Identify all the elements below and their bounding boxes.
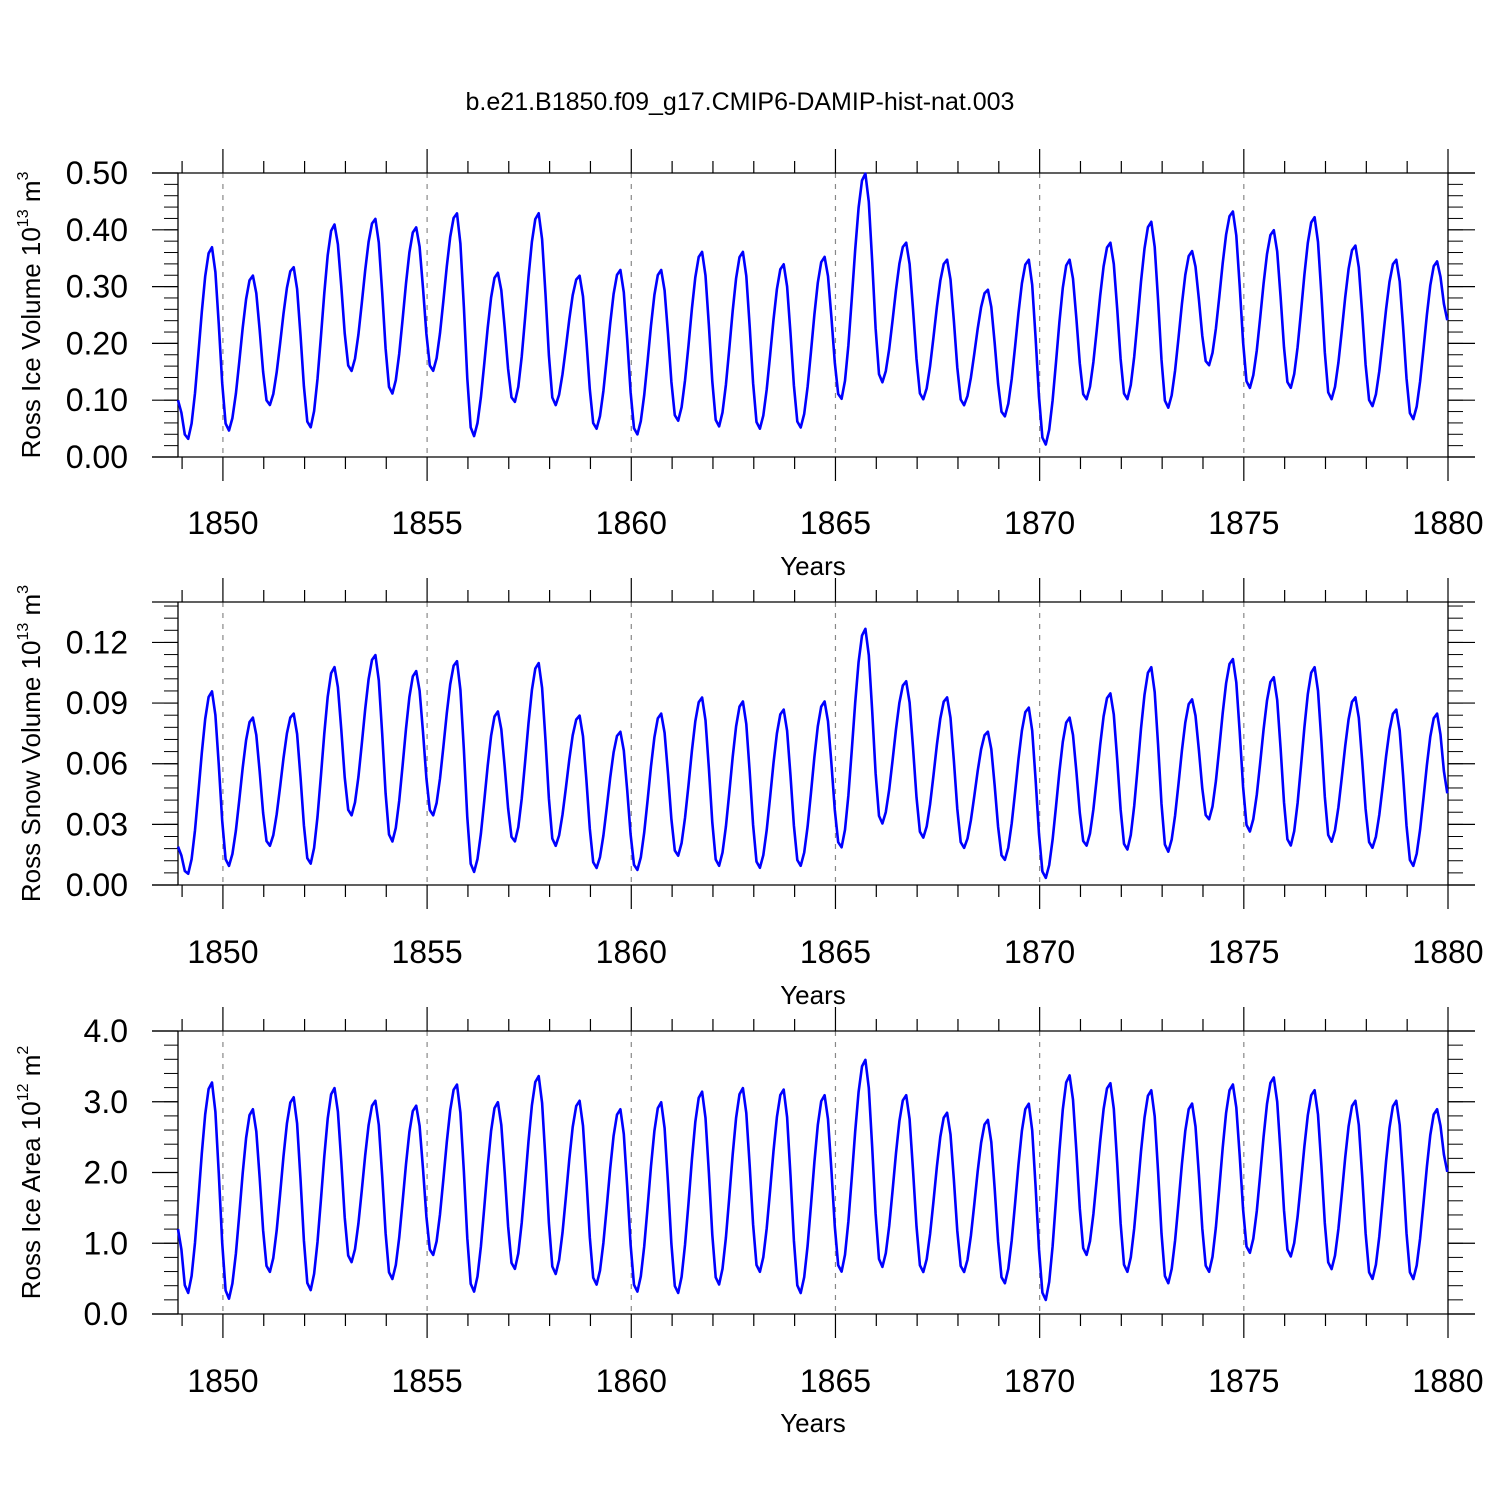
panel-3: 1850 1855 1860 1865 1870 1875 1880 0.0 1.0 2.0 3.0… (15, 1007, 1484, 1438)
x-tick-label: 1875 (1208, 505, 1279, 541)
y-tick-label: 0.10 (66, 382, 128, 418)
x-tick-label: 1880 (1412, 934, 1483, 970)
y-axis-title: Ross Ice Volume 1013 m3 (15, 171, 46, 458)
x-tick-label: 1870 (1004, 1363, 1075, 1399)
x-tick-label: 1855 (392, 1363, 463, 1399)
x-tick-label: 1875 (1208, 1363, 1279, 1399)
y-axis-title: Ross Ice Area 1012 m2 (15, 1046, 46, 1300)
y-tick-label: 0.50 (66, 155, 128, 191)
y-tick-label: 0.06 (66, 746, 128, 782)
series-line (176, 627, 1449, 880)
y-tick-label: 0.30 (66, 269, 128, 305)
x-tick-label: 1870 (1004, 934, 1075, 970)
x-tick-label: 1855 (392, 505, 463, 541)
series-line (176, 172, 1449, 446)
x-tick-label: 1860 (596, 1363, 667, 1399)
x-tick-label: 1865 (800, 1363, 871, 1399)
x-tick-label: 1880 (1412, 1363, 1483, 1399)
x-tick-label: 1870 (1004, 505, 1075, 541)
panel-1: 1850 1855 1860 1865 1870 1875 1880 0.00 0.10 0.20… (15, 149, 1484, 581)
x-tick-label: 1865 (800, 505, 871, 541)
y-tick-label: 4.0 (84, 1013, 128, 1049)
y-tick-label: 0.09 (66, 685, 128, 721)
y-axis-title: Ross Snow Volume 1013 m3 (15, 585, 46, 902)
y-tick-label: 0.03 (66, 806, 128, 842)
x-axis-title: Years (780, 551, 846, 581)
panel-2: 1850 1855 1860 1865 1870 1875 1880 0.00 0.03 0.06… (15, 578, 1484, 1010)
x-tick-label: 1880 (1412, 505, 1483, 541)
chart-title: b.e21.B1850.f09_g17.CMIP6-DAMIP-hist-nat… (466, 88, 1015, 116)
y-tick-label: 0.0 (84, 1296, 128, 1332)
x-tick-label: 1850 (187, 1363, 258, 1399)
chart-panels: 1850 1855 1860 1865 1870 1875 1880 0.00 0.10 0.20… (15, 149, 1484, 1438)
x-tick-label: 1855 (392, 934, 463, 970)
y-tick-label: 0.40 (66, 212, 128, 248)
y-tick-label: 0.00 (66, 439, 128, 475)
y-tick-label: 1.0 (84, 1225, 128, 1261)
x-tick-label: 1875 (1208, 934, 1279, 970)
y-tick-label: 0.00 (66, 867, 128, 903)
x-tick-label: 1850 (187, 934, 258, 970)
y-tick-label: 2.0 (84, 1155, 128, 1191)
x-tick-label: 1860 (596, 505, 667, 541)
y-tick-label: 0.20 (66, 325, 128, 361)
x-tick-label: 1860 (596, 934, 667, 970)
y-tick-label: 3.0 (84, 1084, 128, 1120)
series-line (176, 1058, 1449, 1302)
x-tick-label: 1850 (187, 505, 258, 541)
y-tick-label: 0.12 (66, 624, 128, 660)
x-tick-label: 1865 (800, 934, 871, 970)
x-axis-title: Years (780, 980, 846, 1010)
x-axis-title: Years (780, 1408, 846, 1438)
